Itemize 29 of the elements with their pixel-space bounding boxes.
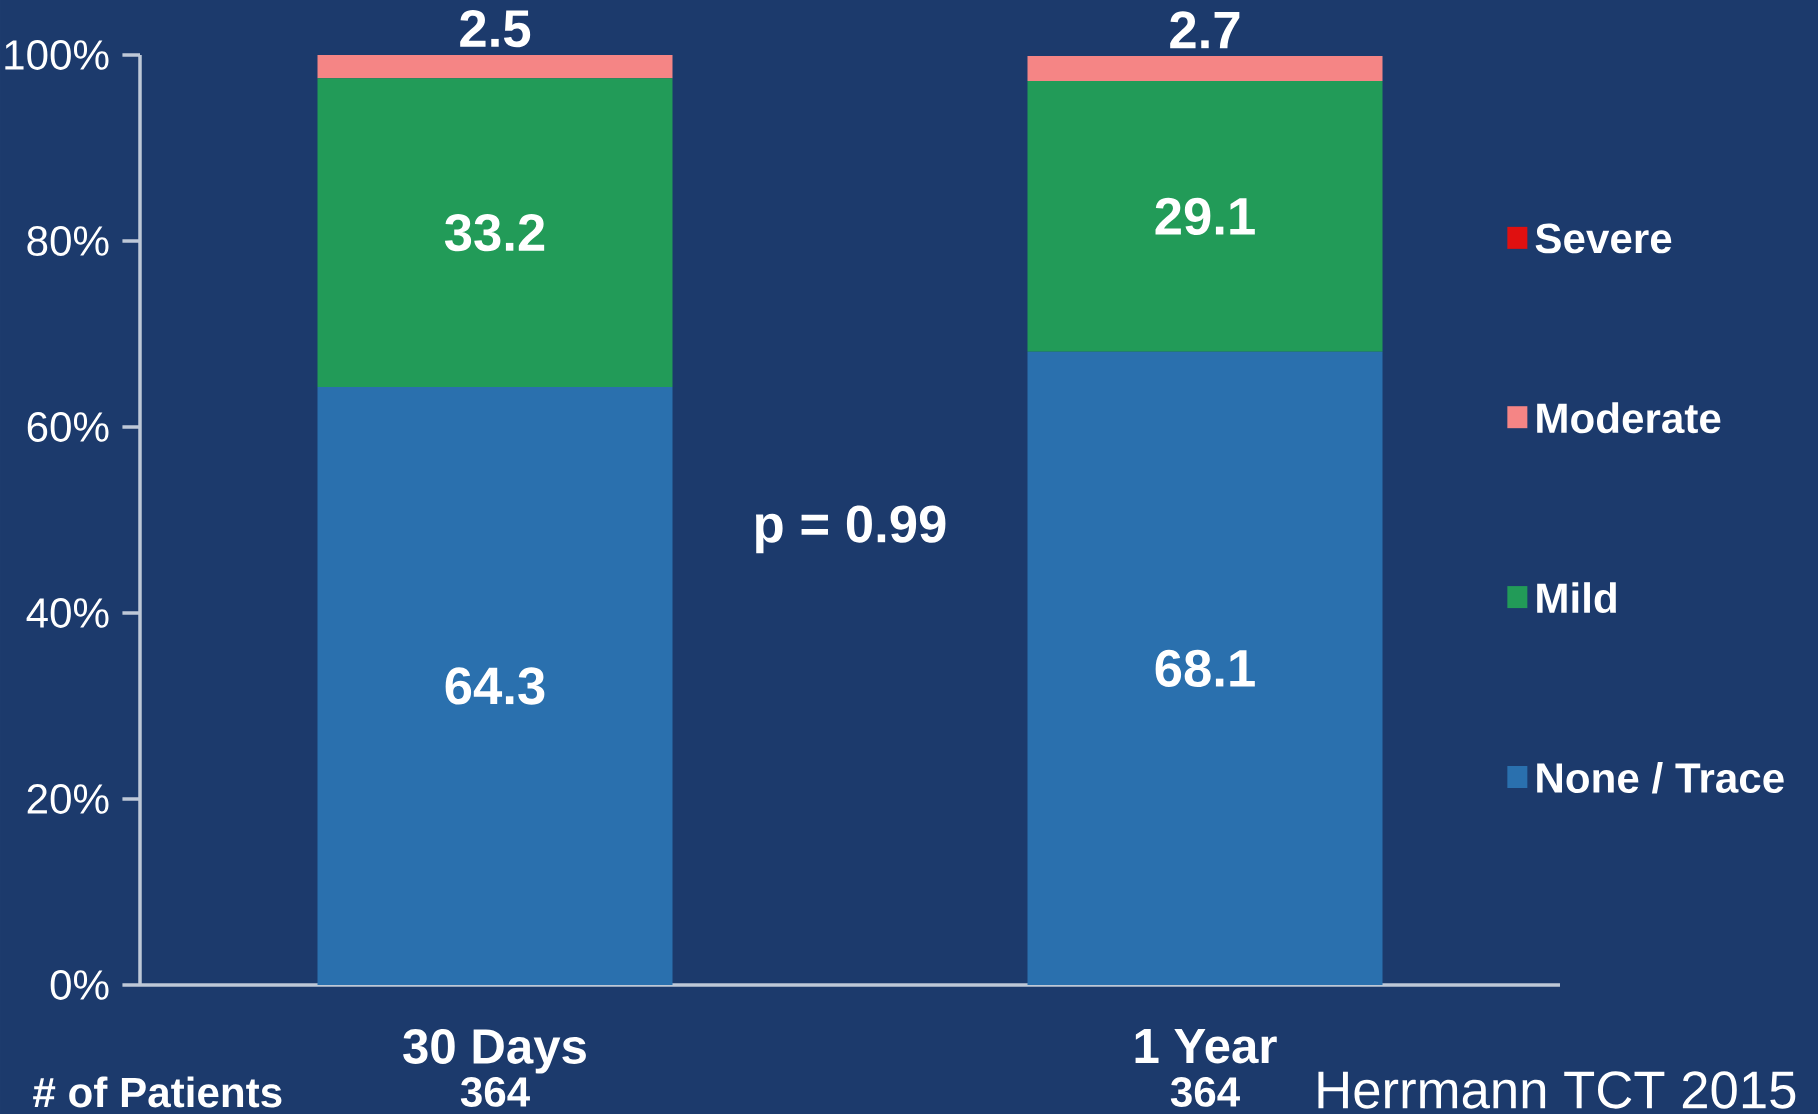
text: 364 [1170, 1077, 1240, 1107]
text: 364 [460, 1077, 530, 1107]
y-tick-label: 20% [27, 784, 109, 814]
bar [1027, 81, 1383, 352]
data-label: 33.2 [444, 213, 545, 252]
y-tick-label: 40% [26, 598, 109, 628]
legend-label: Mild [1537, 582, 1616, 614]
legend-label: None / Trace [1537, 762, 1784, 794]
bar [317, 55, 673, 79]
bar [317, 78, 673, 387]
legend-label: Moderate [1537, 402, 1721, 434]
y-tick-label: 0% [50, 970, 109, 1000]
y-tick-label: 100% [5, 40, 109, 70]
bar [1027, 351, 1383, 985]
bar [1027, 55, 1383, 82]
bar [317, 387, 673, 985]
data-label: 2.5 [460, 9, 531, 48]
data-label: 2.7 [1170, 11, 1240, 49]
text: # of Patients [33, 1076, 282, 1108]
data-label: 68.1 [1155, 649, 1255, 687]
text: Herrmann TCT 2015 [1318, 1071, 1796, 1109]
data-label: 29.1 [1155, 197, 1255, 235]
y-tick-label: 80% [27, 226, 109, 256]
x-tick-label: 1 Year [1135, 1029, 1277, 1064]
y-tick-label: 60% [27, 412, 109, 442]
legend-label: Severe [1535, 223, 1672, 254]
data-label: 64.3 [445, 667, 545, 705]
x-tick-label: 30 Days [403, 1029, 586, 1074]
annotation: p = 0.99 [756, 505, 946, 554]
